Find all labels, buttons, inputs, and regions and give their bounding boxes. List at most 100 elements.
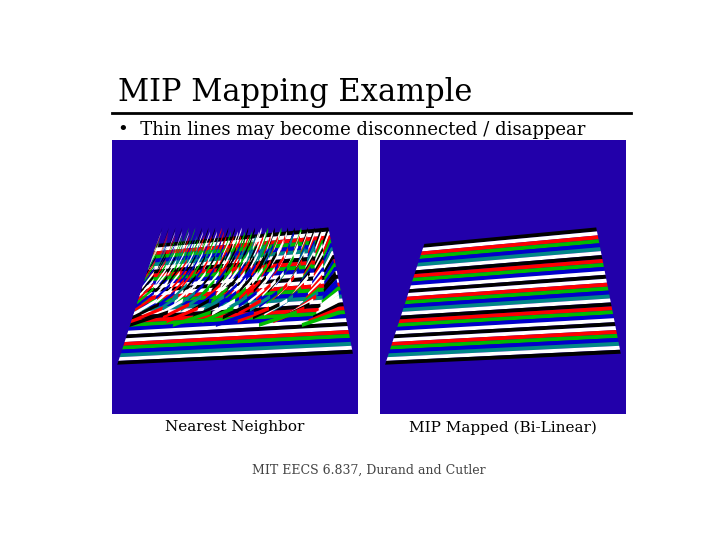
Polygon shape xyxy=(240,275,252,293)
Polygon shape xyxy=(190,235,197,255)
Polygon shape xyxy=(183,275,196,293)
Bar xyxy=(380,140,626,414)
Polygon shape xyxy=(282,259,292,278)
Polygon shape xyxy=(298,271,310,289)
Polygon shape xyxy=(396,314,614,330)
Polygon shape xyxy=(196,255,205,274)
Polygon shape xyxy=(261,239,268,259)
Polygon shape xyxy=(387,346,620,361)
Polygon shape xyxy=(181,271,193,289)
Polygon shape xyxy=(188,259,197,278)
Polygon shape xyxy=(140,275,338,293)
Polygon shape xyxy=(307,243,315,263)
Polygon shape xyxy=(145,259,156,278)
Polygon shape xyxy=(152,239,331,259)
Polygon shape xyxy=(204,294,225,312)
Polygon shape xyxy=(310,275,323,293)
Polygon shape xyxy=(148,251,334,271)
Polygon shape xyxy=(306,247,315,267)
Polygon shape xyxy=(191,239,198,259)
Polygon shape xyxy=(220,259,229,278)
Polygon shape xyxy=(150,243,159,263)
Polygon shape xyxy=(251,259,260,278)
Polygon shape xyxy=(289,247,297,267)
Polygon shape xyxy=(172,282,187,301)
Polygon shape xyxy=(256,235,263,255)
Polygon shape xyxy=(132,302,160,319)
Polygon shape xyxy=(280,247,288,267)
Polygon shape xyxy=(249,227,255,248)
Polygon shape xyxy=(276,227,282,248)
Polygon shape xyxy=(420,239,599,259)
Polygon shape xyxy=(259,251,268,271)
Polygon shape xyxy=(253,275,266,293)
Polygon shape xyxy=(201,263,211,282)
Polygon shape xyxy=(297,247,306,267)
Polygon shape xyxy=(279,291,298,308)
Polygon shape xyxy=(230,259,239,278)
Polygon shape xyxy=(156,227,162,248)
Polygon shape xyxy=(415,255,603,274)
Polygon shape xyxy=(216,255,225,274)
Polygon shape xyxy=(216,267,227,286)
Polygon shape xyxy=(135,294,156,312)
Polygon shape xyxy=(156,227,329,248)
Polygon shape xyxy=(125,326,348,342)
Polygon shape xyxy=(132,302,343,319)
Polygon shape xyxy=(232,251,240,271)
Polygon shape xyxy=(291,243,298,263)
Polygon shape xyxy=(300,291,318,308)
Polygon shape xyxy=(167,263,178,282)
Polygon shape xyxy=(288,267,299,286)
Polygon shape xyxy=(222,227,228,248)
Text: Nearest Neighbor: Nearest Neighbor xyxy=(166,420,305,434)
Polygon shape xyxy=(312,267,323,286)
Polygon shape xyxy=(323,282,338,301)
Polygon shape xyxy=(239,282,254,301)
Polygon shape xyxy=(228,247,236,267)
Polygon shape xyxy=(266,287,283,305)
Polygon shape xyxy=(178,263,189,282)
Polygon shape xyxy=(156,291,175,308)
Polygon shape xyxy=(220,235,227,255)
Polygon shape xyxy=(140,279,339,297)
Polygon shape xyxy=(149,247,333,267)
Polygon shape xyxy=(231,232,238,252)
Polygon shape xyxy=(315,247,323,267)
Polygon shape xyxy=(127,318,347,334)
Polygon shape xyxy=(272,271,284,289)
Polygon shape xyxy=(278,251,286,271)
Polygon shape xyxy=(303,259,313,278)
Polygon shape xyxy=(296,251,305,271)
Polygon shape xyxy=(264,267,275,286)
Polygon shape xyxy=(147,255,335,274)
Polygon shape xyxy=(246,271,258,289)
Polygon shape xyxy=(390,334,618,349)
Polygon shape xyxy=(262,279,276,297)
Polygon shape xyxy=(135,291,341,308)
Polygon shape xyxy=(314,259,323,278)
Polygon shape xyxy=(202,227,209,248)
Polygon shape xyxy=(315,232,322,252)
Polygon shape xyxy=(123,330,349,346)
Polygon shape xyxy=(158,247,166,267)
Polygon shape xyxy=(235,227,242,248)
Polygon shape xyxy=(155,279,169,297)
Polygon shape xyxy=(241,243,248,263)
Polygon shape xyxy=(182,232,189,252)
Polygon shape xyxy=(149,247,158,267)
Polygon shape xyxy=(135,294,342,312)
Polygon shape xyxy=(235,263,245,282)
Polygon shape xyxy=(181,294,202,312)
Polygon shape xyxy=(126,322,348,338)
Polygon shape xyxy=(415,251,602,271)
Polygon shape xyxy=(206,255,215,274)
Polygon shape xyxy=(315,235,323,255)
Polygon shape xyxy=(168,232,175,252)
Polygon shape xyxy=(182,227,189,248)
Polygon shape xyxy=(252,267,263,286)
Polygon shape xyxy=(320,291,339,308)
Polygon shape xyxy=(233,243,240,263)
Polygon shape xyxy=(272,259,282,278)
Polygon shape xyxy=(238,306,269,323)
